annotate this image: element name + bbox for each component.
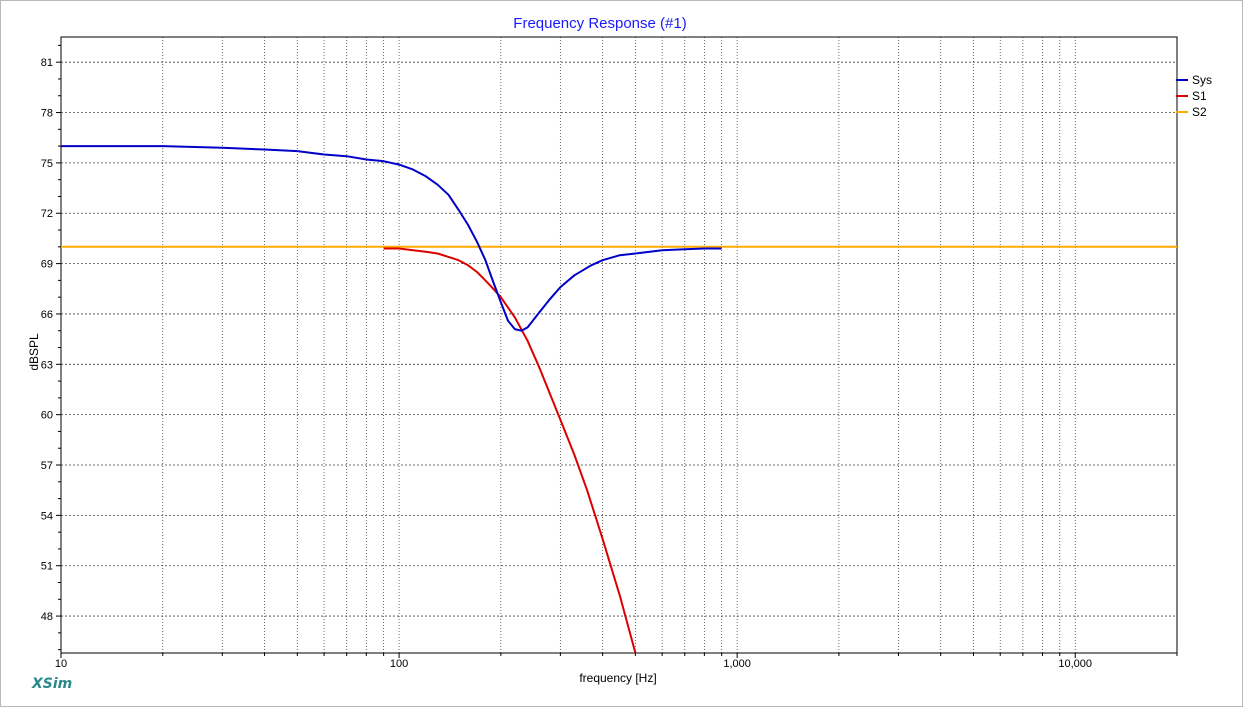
x-tick-label: 1,000 [723,658,751,670]
axes: 48 51 54 57 60 63 66 69 72 75 78 81 10 100 1,000 10,000 [41,44,1178,670]
y-tick-label: 81 [41,57,53,69]
y-tick-label: 66 [41,309,53,321]
xsim-logo: XSim [32,676,73,692]
y-axis-label: dBSPL [27,333,41,371]
series-layer [61,145,1177,654]
legend-label-sys: Sys [1192,73,1212,87]
legend-label-s1: S1 [1192,89,1207,103]
y-tick-label: 54 [41,510,53,522]
series-line-sys [61,145,722,332]
series-line-s1 [383,247,637,654]
y-tick-label: 69 [41,259,53,271]
x-axis-label: frequency [Hz] [579,671,656,685]
x-tick-label: 10 [55,658,67,670]
y-tick-label: 48 [41,611,53,623]
y-tick-label: 78 [41,108,53,120]
y-tick-label: 51 [41,561,53,573]
plot-area [60,36,1178,654]
chart-title: Frequency Response (#1) [513,15,686,32]
legend: Sys S1 S2 [1176,73,1212,119]
x-tick-label: 10,000 [1058,658,1092,670]
y-tick-label: 72 [41,208,53,220]
x-tick-label: 100 [390,658,408,670]
y-tick-label: 63 [41,359,53,371]
legend-label-s2: S2 [1192,105,1207,119]
y-tick-label: 57 [41,460,53,472]
y-tick-label: 75 [41,158,53,170]
y-tick-label: 60 [41,410,53,422]
grid [61,37,1177,653]
